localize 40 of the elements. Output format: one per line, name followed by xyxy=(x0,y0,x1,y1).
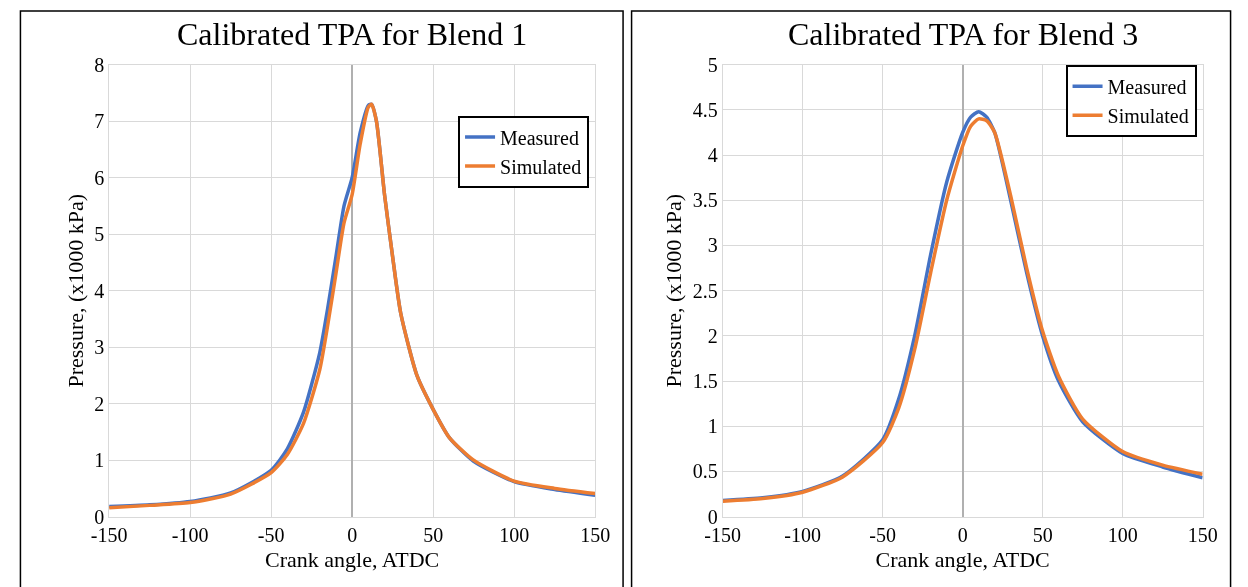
y-tick-label: 4.5 xyxy=(692,98,718,121)
x-tick-label: -100 xyxy=(784,523,822,546)
y-tick-label: 3 xyxy=(707,234,718,257)
y-axis-title: Pressure, (x1000 kPa) xyxy=(62,193,88,388)
y-tick-label: 2 xyxy=(707,324,718,347)
x-tick-label: -50 xyxy=(257,523,285,546)
y-axis-title: Pressure, (x1000 kPa) xyxy=(661,193,687,388)
legend-label: Simulated xyxy=(500,155,582,178)
x-tick-label: 100 xyxy=(1107,523,1138,546)
y-tick-label: 4 xyxy=(707,144,718,167)
chart-title: Calibrated TPA for Blend 1 xyxy=(177,16,528,52)
x-tick-label: 50 xyxy=(1032,523,1053,546)
x-tick-label: 0 xyxy=(347,523,358,546)
y-tick-label: 0.5 xyxy=(692,460,718,483)
x-tick-label: -100 xyxy=(171,523,209,546)
y-tick-label: 1.5 xyxy=(692,370,718,393)
legend-label: Simulated xyxy=(1107,104,1189,127)
x-tick-label: 100 xyxy=(499,523,530,546)
x-tick-label: 150 xyxy=(580,523,611,546)
y-tick-label: 1 xyxy=(707,415,718,438)
y-tick-label: 1 xyxy=(94,449,105,472)
x-tick-label: 0 xyxy=(957,523,968,546)
y-tick-label: 3 xyxy=(94,336,105,359)
chart-title: Calibrated TPA for Blend 3 xyxy=(788,16,1139,52)
y-tick-label: 3.5 xyxy=(692,189,718,212)
y-tick-label: 7 xyxy=(94,110,105,133)
x-tick-label: 150 xyxy=(1187,523,1218,546)
y-tick-label: 5 xyxy=(94,223,105,246)
x-axis-title: Crank angle, ATDC xyxy=(875,546,1050,572)
y-tick-label: 6 xyxy=(94,166,105,189)
x-axis-title: Crank angle, ATDC xyxy=(265,546,440,572)
x-tick-label: 50 xyxy=(423,523,444,546)
y-tick-label: 2 xyxy=(94,392,105,415)
x-tick-label: -50 xyxy=(869,523,897,546)
y-tick-label: 5 xyxy=(707,53,718,76)
legend-label: Measured xyxy=(500,126,579,149)
y-tick-label: 8 xyxy=(94,53,105,76)
legend-label: Measured xyxy=(1107,75,1187,98)
y-tick-label: 4 xyxy=(94,279,105,302)
y-tick-label: 2.5 xyxy=(692,279,718,302)
